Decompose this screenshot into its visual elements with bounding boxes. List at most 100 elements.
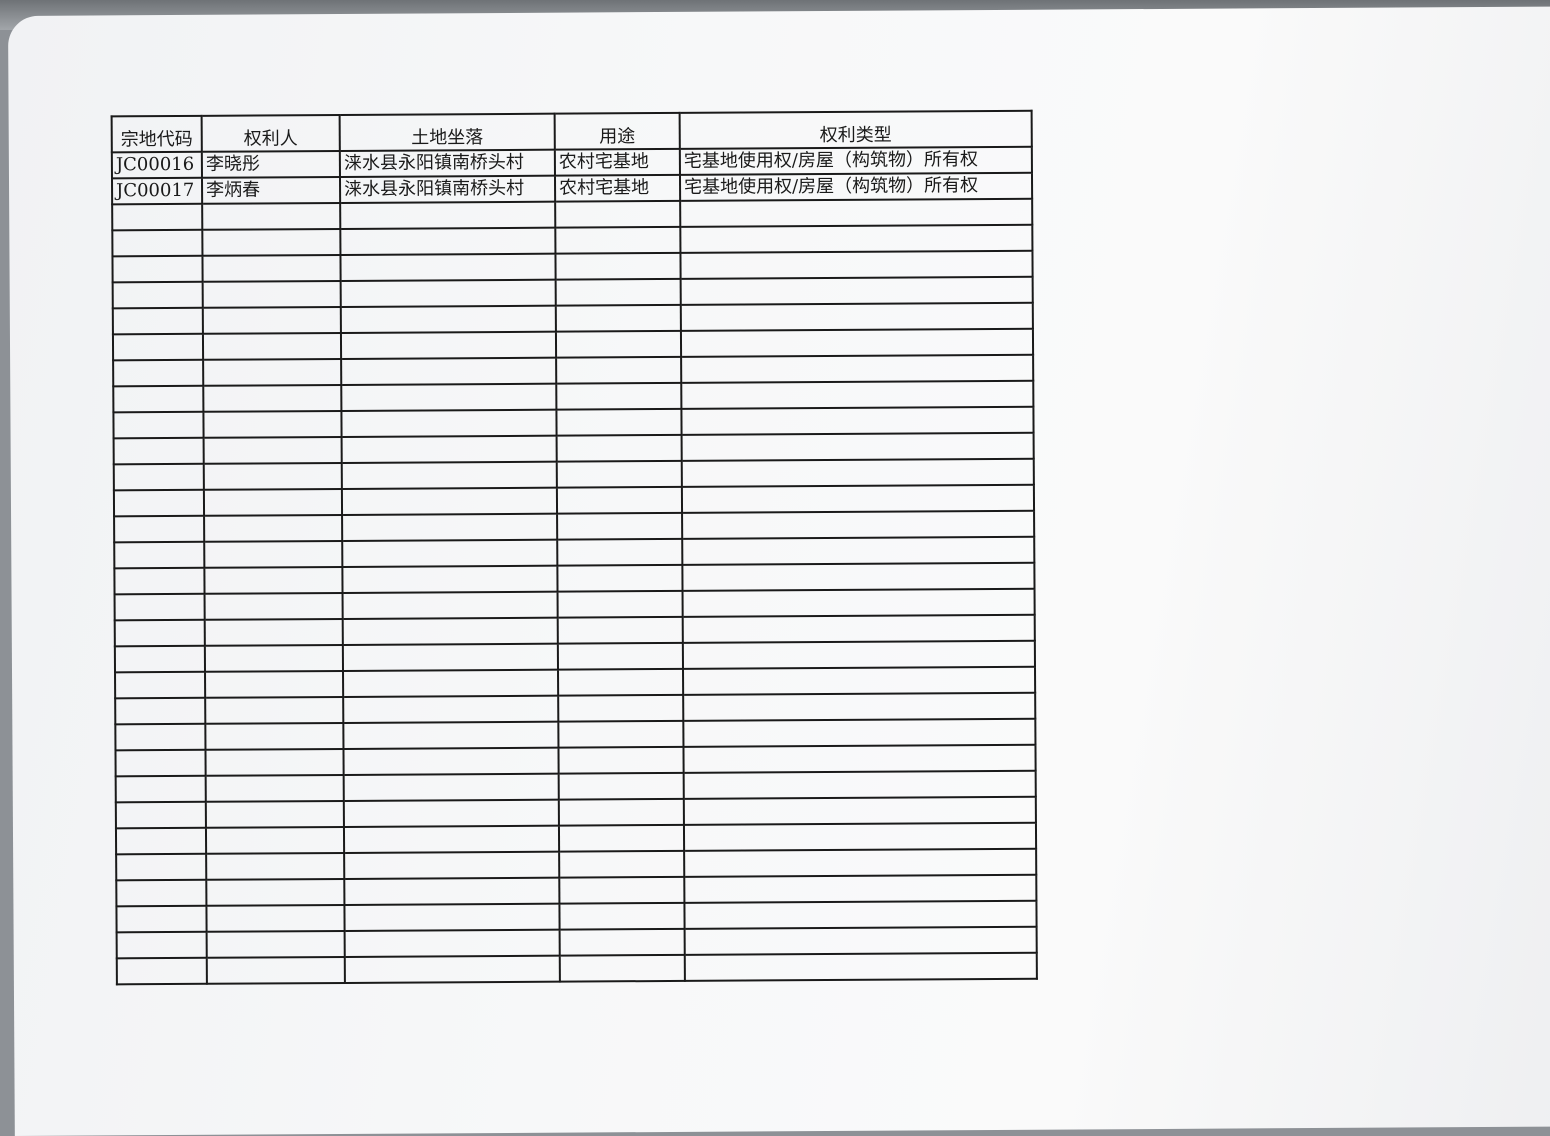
- land-location: 涞水县永阳镇南桥头村: [339, 149, 555, 177]
- empty-cell: [206, 878, 345, 906]
- empty-table-row: [116, 952, 1037, 985]
- empty-cell: [684, 900, 1037, 929]
- right-holder: 李炳春: [201, 176, 341, 204]
- empty-cell: [680, 302, 1033, 331]
- empty-cell: [204, 514, 343, 542]
- empty-cell: [206, 904, 345, 932]
- empty-cell: [558, 694, 684, 722]
- empty-cell: [557, 616, 683, 644]
- empty-cell: [343, 669, 559, 697]
- empty-cell: [681, 354, 1034, 383]
- empty-cell: [112, 307, 203, 335]
- land-location: 涞水县永阳镇南桥头村: [339, 175, 556, 203]
- empty-cell: [344, 877, 560, 905]
- empty-cell: [206, 852, 345, 880]
- empty-cell: [557, 512, 683, 540]
- empty-cell: [116, 853, 207, 881]
- empty-cell: [681, 380, 1034, 409]
- empty-cell: [558, 772, 684, 800]
- empty-cell: [555, 200, 681, 228]
- empty-cell: [681, 406, 1034, 435]
- empty-cell: [112, 255, 203, 283]
- empty-cell: [116, 905, 207, 933]
- usage: 农村宅基地: [554, 148, 680, 176]
- empty-cell: [556, 434, 682, 462]
- empty-cell: [344, 929, 560, 957]
- empty-cell: [680, 198, 1033, 227]
- empty-cell: [341, 409, 557, 437]
- empty-cell: [202, 306, 341, 334]
- empty-cell: [202, 254, 341, 282]
- empty-cell: [556, 460, 682, 488]
- parcel-code: JC00016: [111, 151, 202, 179]
- empty-cell: [115, 723, 206, 751]
- empty-cell: [558, 720, 684, 748]
- empty-cell: [343, 695, 559, 723]
- empty-cell: [205, 774, 344, 802]
- empty-cell: [204, 644, 344, 672]
- empty-cell: [115, 749, 206, 777]
- empty-cell: [112, 229, 203, 257]
- header-usage: 用途: [554, 112, 680, 150]
- empty-cell: [113, 359, 204, 387]
- empty-cell: [113, 437, 204, 465]
- empty-cell: [559, 954, 685, 982]
- empty-cell: [557, 564, 683, 592]
- empty-cell: [682, 588, 1035, 617]
- empty-cell: [344, 903, 560, 931]
- empty-cell: [340, 253, 556, 281]
- empty-cell: [558, 798, 684, 826]
- empty-cell: [558, 746, 684, 774]
- empty-cell: [559, 850, 685, 878]
- empty-cell: [682, 536, 1035, 565]
- land-rights-table: 宗地代码 权利人 土地坐落 用途 权利类型 JC00016 李晓彤 涞水县永阳镇…: [111, 110, 1038, 986]
- empty-cell: [342, 617, 558, 645]
- empty-cell: [682, 562, 1035, 591]
- empty-cell: [555, 304, 681, 332]
- empty-cell: [113, 411, 204, 439]
- empty-cell: [340, 305, 556, 333]
- empty-cell: [202, 332, 342, 360]
- empty-cell: [115, 775, 206, 803]
- empty-cell: [114, 645, 206, 673]
- empty-cell: [557, 642, 684, 670]
- empty-cell: [341, 435, 557, 463]
- empty-cell: [342, 643, 559, 671]
- empty-cell: [114, 541, 205, 569]
- empty-cell: [683, 744, 1036, 773]
- empty-cell: [684, 848, 1037, 877]
- empty-cell: [116, 879, 207, 907]
- empty-cell: [343, 721, 559, 749]
- empty-cell: [342, 513, 558, 541]
- empty-cell: [683, 666, 1036, 695]
- empty-cell: [114, 515, 205, 543]
- empty-cell: [683, 718, 1036, 747]
- empty-cell: [556, 356, 682, 384]
- empty-cell: [344, 955, 560, 983]
- empty-cell: [559, 928, 685, 956]
- empty-cell: [682, 614, 1035, 643]
- empty-cell: [205, 670, 344, 698]
- empty-cell: [205, 722, 344, 750]
- empty-cell: [202, 228, 341, 256]
- empty-cell: [681, 432, 1034, 461]
- empty-cell: [204, 592, 343, 620]
- paper-sheet: 宗地代码 权利人 土地坐落 用途 权利类型 JC00016 李晓彤 涞水县永阳镇…: [8, 6, 1550, 1136]
- empty-cell: [114, 593, 205, 621]
- empty-cell: [684, 926, 1037, 955]
- usage: 农村宅基地: [554, 174, 681, 202]
- empty-cell: [343, 799, 559, 827]
- empty-cell: [555, 278, 681, 306]
- header-parcel-code: 宗地代码: [111, 115, 202, 153]
- empty-cell: [684, 874, 1037, 903]
- empty-cell: [203, 384, 342, 412]
- empty-cell: [340, 227, 556, 255]
- empty-cell: [342, 591, 558, 619]
- empty-cell: [555, 226, 681, 254]
- empty-cell: [559, 876, 685, 904]
- empty-cell: [557, 590, 683, 618]
- empty-cell: [343, 825, 560, 853]
- empty-cell: [556, 486, 683, 514]
- header-right-holder: 权利人: [201, 114, 340, 152]
- empty-cell: [113, 385, 204, 413]
